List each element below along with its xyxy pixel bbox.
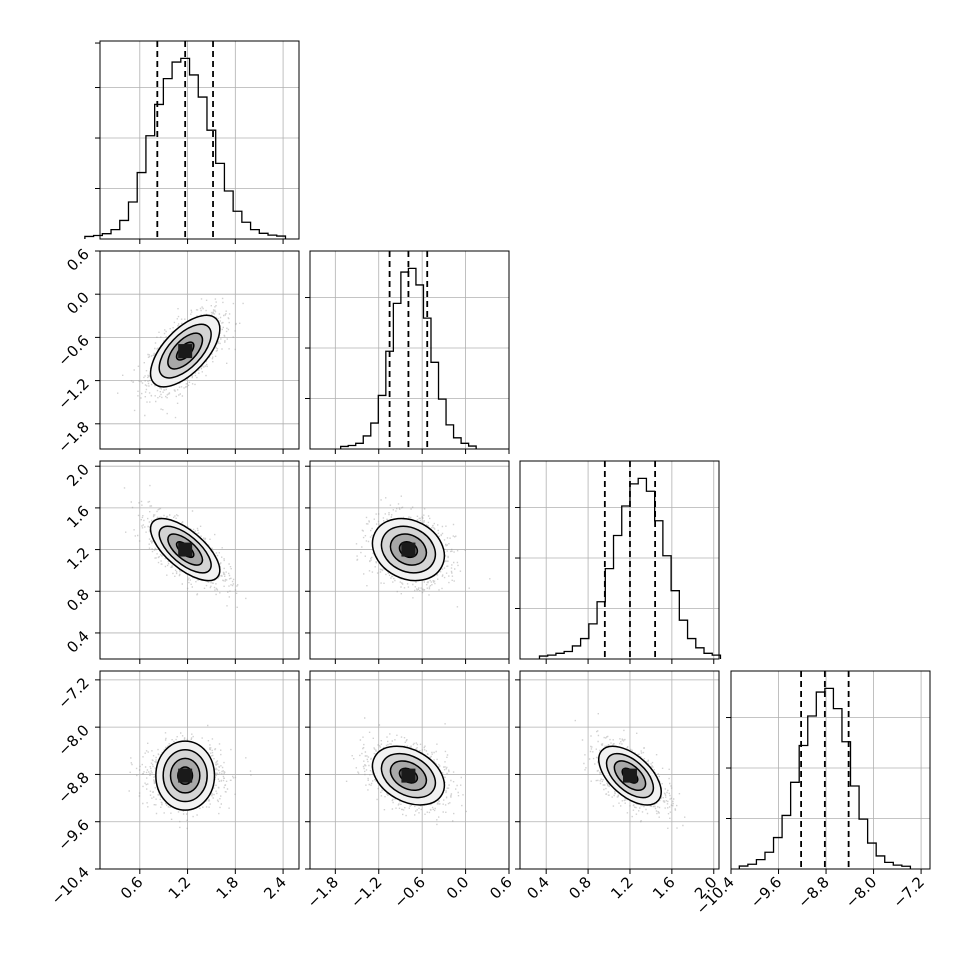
xtick-label: 0.0 (443, 873, 473, 903)
xtick-label: −1.2 (347, 873, 385, 911)
ytick-label: −7.2 (54, 674, 92, 712)
pair-frame-1-0 (99, 250, 300, 450)
ytick-label: −9.6 (54, 816, 92, 854)
histogram-panel-3 (731, 671, 930, 869)
ytick-label: 2.0 (63, 460, 93, 490)
pair-panel-1-0 (100, 251, 299, 449)
density-peak (401, 768, 416, 783)
pair-frame-3-1 (309, 670, 510, 870)
density-peak (622, 768, 637, 783)
pair-frame-2-0 (99, 460, 300, 660)
ytick-label: −8.8 (54, 769, 92, 807)
ytick-label: 0.6 (63, 245, 93, 275)
xtick-label: −9.6 (747, 873, 785, 911)
histogram-step-3 (738, 687, 912, 869)
xtick-label: 0.4 (523, 873, 553, 903)
xtick-label: −8.8 (794, 873, 832, 911)
xtick-label: 0.6 (486, 873, 516, 903)
ytick-label: 1.6 (63, 502, 93, 532)
histogram-frame-0 (99, 40, 300, 240)
ytick-label: 1.2 (63, 544, 93, 574)
histogram-panel-2 (520, 461, 722, 659)
ytick-label: 0.4 (63, 627, 93, 657)
histogram-panel-1 (310, 251, 509, 449)
histogram-frame-1 (309, 250, 510, 450)
ytick-label: −1.2 (54, 375, 92, 413)
xtick-label: −1.8 (304, 873, 342, 911)
pair-panel-2-1 (310, 461, 509, 659)
histogram-step-0 (84, 57, 287, 239)
pair-frame-3-2 (519, 670, 720, 870)
xtick-label: 1.8 (213, 873, 243, 903)
histogram-panel-0 (84, 41, 299, 239)
xtick-label: −7.2 (889, 873, 927, 911)
pair-frame-2-1 (309, 460, 510, 660)
xtick-label: 2.4 (260, 873, 290, 903)
ytick-label: 0.0 (63, 288, 93, 318)
histogram-step-1 (340, 267, 477, 449)
pair-frame-3-0 (99, 670, 300, 870)
xtick-label: 1.6 (649, 873, 679, 903)
xtick-label: 1.2 (165, 873, 195, 903)
ytick-label: 0.8 (63, 585, 93, 615)
density-peak (178, 542, 193, 557)
xtick-label: 1.2 (607, 873, 637, 903)
histogram-frame-2 (519, 460, 720, 660)
xtick-label: −8.0 (842, 873, 880, 911)
ytick-label: −0.6 (54, 332, 92, 370)
pair-panel-3-0 (100, 671, 299, 869)
ytick-label: −10.4 (48, 863, 93, 908)
histogram-frame-3 (730, 670, 931, 870)
ytick-label: −8.0 (54, 721, 92, 759)
xtick-label: 0.8 (565, 873, 595, 903)
pair-panel-3-2 (520, 671, 719, 869)
pair-panel-2-0 (100, 461, 299, 659)
density-peak (178, 344, 193, 359)
pair-panel-3-1 (310, 671, 509, 869)
xtick-label: −0.6 (390, 873, 428, 911)
xtick-label: 0.6 (117, 873, 147, 903)
density-peak (401, 542, 416, 557)
density-peak (178, 768, 193, 783)
ytick-label: −1.8 (54, 418, 92, 456)
